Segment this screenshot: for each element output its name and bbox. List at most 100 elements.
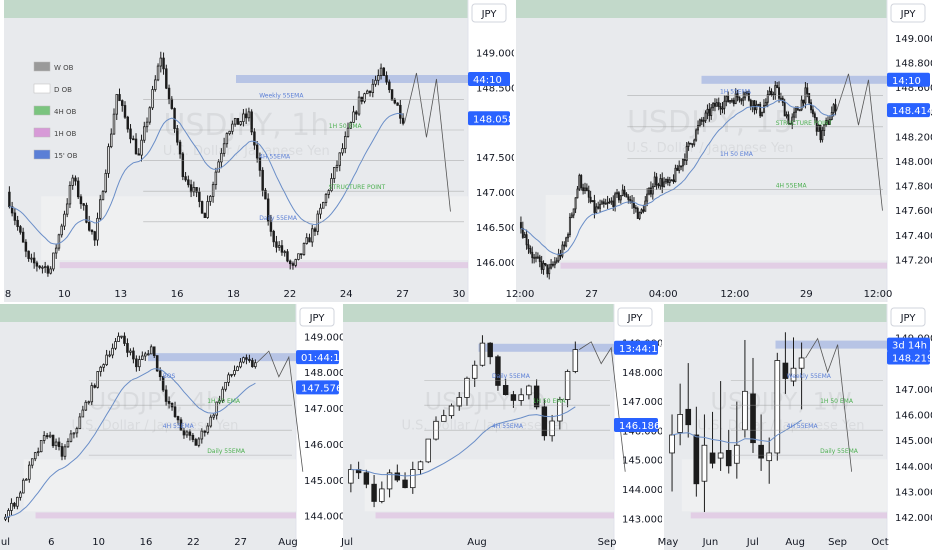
candle-body xyxy=(795,108,797,113)
y-tick-label: 146.500 xyxy=(476,223,517,234)
candle-body xyxy=(228,130,231,135)
candle-body xyxy=(572,208,575,216)
candle-body xyxy=(670,179,673,182)
candle-body xyxy=(327,190,330,195)
annotation-label: Weekly 55EMA xyxy=(787,373,832,380)
candle-body xyxy=(729,100,732,103)
candle-body xyxy=(120,335,123,338)
candle-body xyxy=(214,171,218,186)
candle-body xyxy=(828,119,831,125)
candle-body xyxy=(368,90,372,93)
x-tick-label: 8 xyxy=(5,289,11,300)
candle-body xyxy=(242,113,245,122)
candle-body xyxy=(727,95,730,103)
candle-body xyxy=(709,452,716,464)
candle-body xyxy=(322,202,325,209)
candle-body xyxy=(261,169,264,191)
candle-body xyxy=(68,185,72,205)
chart-panel-daily[interactable]: USDJPY, DU.S. Dollar / Japanese Yen149.0… xyxy=(340,304,664,550)
candle-body xyxy=(52,252,55,270)
candle-body xyxy=(687,142,690,147)
currency-button[interactable] xyxy=(890,307,926,327)
candle-body xyxy=(762,105,765,113)
ema-line xyxy=(350,406,576,477)
candle-body xyxy=(16,219,19,228)
candle-body xyxy=(685,408,692,426)
candle-body xyxy=(441,415,447,422)
x-tick-label: 27 xyxy=(234,537,247,548)
candle-body xyxy=(16,496,19,507)
candle-body xyxy=(266,198,270,222)
candle-body xyxy=(691,143,694,146)
candle-body xyxy=(45,435,49,438)
candle-body xyxy=(706,108,709,114)
chart-watermark-subtitle: U.S. Dollar / Japanese Yen xyxy=(163,144,330,159)
candle-body xyxy=(60,446,64,457)
ema-line xyxy=(9,112,404,245)
candle-body xyxy=(30,257,33,260)
currency-button[interactable] xyxy=(299,307,335,327)
candle-body xyxy=(117,335,120,342)
candle-body xyxy=(394,472,401,481)
candle-body xyxy=(758,444,764,459)
x-tick-label: 30 xyxy=(453,289,466,300)
candle-body xyxy=(832,104,835,113)
candle-body xyxy=(576,188,579,199)
annotation-label: Weekly 55EMA xyxy=(259,92,304,99)
y-tick-label: 147.000 xyxy=(476,188,517,199)
top-ob-zone xyxy=(4,0,468,18)
candle-body xyxy=(674,167,677,183)
candle-body xyxy=(32,257,36,264)
candle-body xyxy=(269,220,273,232)
candle-body xyxy=(591,200,594,202)
chart-panel-15m[interactable]: USDJPY, 15U.S. Dollar / Japanese Yen149.… xyxy=(506,0,932,302)
candle-body xyxy=(700,119,703,122)
candle-body xyxy=(206,201,209,219)
chart-panel-4h[interactable]: USDJPY, 4h U.S. Dollar / Japanese Yen 149.… xyxy=(0,304,346,550)
candle-body xyxy=(8,191,11,208)
candle-body xyxy=(291,263,295,266)
currency-label: JPY xyxy=(309,313,326,324)
candle-body xyxy=(523,234,526,238)
x-tick-label: 22 xyxy=(187,537,200,548)
candle-body xyxy=(81,409,85,418)
currency-button[interactable] xyxy=(471,3,507,23)
candle-body xyxy=(563,244,566,247)
candle-body xyxy=(811,109,814,115)
candle-body xyxy=(733,444,740,464)
candle-body xyxy=(25,478,28,481)
candle-body xyxy=(129,350,132,353)
candle-body xyxy=(144,353,147,357)
15m-ob-zone xyxy=(701,75,887,84)
candle-body xyxy=(789,123,792,125)
candle-body xyxy=(149,346,153,355)
candle-body xyxy=(417,461,424,470)
candle-body xyxy=(552,263,554,266)
chart-panel-1h[interactable]: USDJPY, 1hU.S. Dollar / Japanese Yen149.… xyxy=(0,0,517,302)
candle-body xyxy=(27,464,31,480)
current-price-label: 148.414 xyxy=(892,106,932,117)
currency-button[interactable] xyxy=(890,3,926,23)
y-tick-label: 146.000 xyxy=(304,440,345,451)
candle-body xyxy=(4,516,7,520)
candle-body xyxy=(753,100,756,111)
candle-body xyxy=(330,178,333,192)
chart-panel-weekly[interactable]: USDJPY, 1WU.S. Dollar / Japanese Yen149.… xyxy=(658,304,932,550)
candle-body xyxy=(194,439,198,446)
x-tick-label: 6 xyxy=(48,537,54,548)
candle-body xyxy=(738,96,741,101)
candle-body xyxy=(379,67,383,77)
currency-button[interactable] xyxy=(617,307,653,327)
projection-path xyxy=(404,72,451,212)
daily-ob-zone xyxy=(681,459,887,512)
candle-body xyxy=(746,92,748,95)
x-tick-label: Sep xyxy=(598,537,617,548)
candle-body xyxy=(162,57,165,70)
candle-body xyxy=(220,152,223,163)
candle-body xyxy=(42,435,46,441)
annotation-label: 1H 50 EMA xyxy=(820,398,854,405)
candle-body xyxy=(79,196,83,205)
candle-body xyxy=(161,376,165,391)
candle-body xyxy=(595,206,598,213)
candle-body xyxy=(374,79,377,85)
